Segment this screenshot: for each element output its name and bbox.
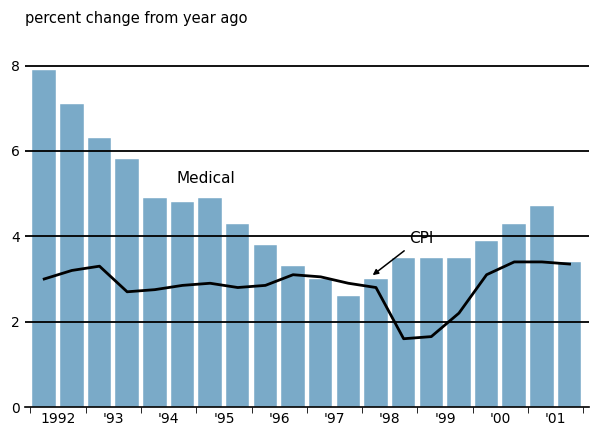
Bar xyxy=(143,198,167,407)
Bar xyxy=(199,198,222,407)
Bar xyxy=(530,206,554,407)
Bar xyxy=(32,70,56,407)
Bar xyxy=(115,160,139,407)
Bar xyxy=(60,104,83,407)
Bar xyxy=(419,258,443,407)
Bar xyxy=(502,223,526,407)
Bar xyxy=(447,258,470,407)
Bar xyxy=(558,262,581,407)
Text: Medical: Medical xyxy=(177,171,236,186)
Bar xyxy=(475,241,499,407)
Bar xyxy=(337,296,360,407)
Bar xyxy=(281,266,305,407)
Text: percent change from year ago: percent change from year ago xyxy=(25,11,247,26)
Bar xyxy=(88,138,111,407)
Bar xyxy=(309,279,332,407)
Text: CPI: CPI xyxy=(409,231,434,246)
Bar xyxy=(226,223,250,407)
Bar xyxy=(254,245,277,407)
Bar xyxy=(170,202,194,407)
Bar xyxy=(392,258,415,407)
Bar xyxy=(364,279,388,407)
